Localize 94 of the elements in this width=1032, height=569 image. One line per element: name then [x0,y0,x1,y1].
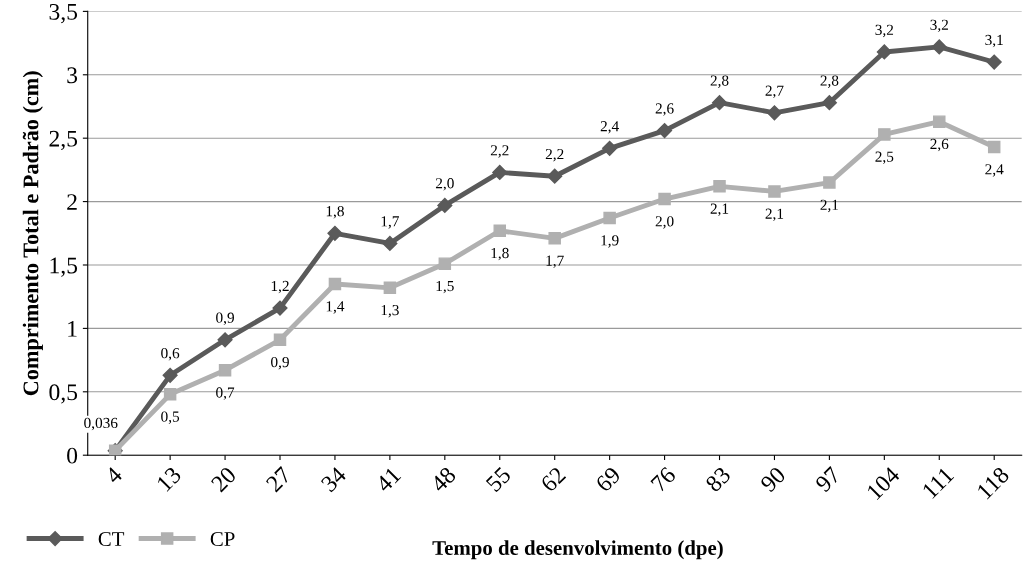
point [603,211,616,225]
x-tick-label: 111 [921,466,955,499]
data-label: 3,2 [930,19,948,33]
x-tick-label: 13 [156,466,182,492]
data-label: 2,0 [655,216,674,229]
y-tick-label: 0,5 [49,384,78,404]
data-label: 1,8 [326,205,344,219]
point [823,176,836,189]
x-tick-label: 76 [650,465,677,493]
y-axis-title: Comprimento Total e Padrão (cm) [22,71,43,396]
data-label: 1,3 [381,304,399,318]
x-tick-label: 90 [759,466,787,493]
data-label: 0,9 [271,356,289,370]
point [602,140,618,156]
data-label: 2,5 [875,151,894,164]
data-label: 1,2 [271,280,289,294]
y-tick-label: 2 [67,194,77,210]
data-label: 1,4 [326,301,345,314]
data-label: 2,8 [820,75,839,88]
x-tick-label: 69 [594,466,622,493]
point [657,123,673,139]
point [163,388,177,401]
point [272,300,288,316]
point [986,54,1002,70]
data-label: 2,7 [765,85,784,99]
point [768,185,781,198]
point [547,168,563,184]
data-label: 1,8 [491,247,509,261]
data-label: 2,4 [600,121,619,134]
y-tick-label: 3,5 [49,3,78,24]
x-tick-label: 97 [814,465,842,493]
point [713,180,726,193]
x-tick-label: 34 [320,465,348,493]
point [438,257,452,270]
point [658,192,671,206]
data-label: 1,9 [601,235,619,248]
data-label: 2,8 [710,75,729,88]
point [327,225,343,241]
point [162,367,178,383]
y-tick-label: 3 [67,67,78,84]
point [217,332,233,348]
point [382,235,398,252]
x-tick-label: 27 [265,465,292,493]
data-label: 2,6 [930,138,949,152]
point [766,105,783,121]
point [931,39,947,55]
y-tick-label: 2,5 [49,130,78,151]
x-tick-label: 20 [210,466,237,493]
x-tick-label: 118 [976,466,1010,500]
data-label: 2,4 [985,164,1004,177]
data-label: 1,7 [546,255,564,268]
data-label: 3,2 [875,24,894,38]
data-label: 2,1 [820,199,839,213]
point [218,363,232,377]
x-tick-label: 4 [104,465,124,485]
x-axis-title: Tempo de desenvolvimento (dpe) [432,540,723,560]
point [492,164,508,180]
point [328,277,342,291]
point [493,224,507,238]
data-label: 2,6 [655,103,674,116]
point [273,333,287,347]
point [383,281,397,295]
data-label: 2,2 [490,145,509,158]
data-label: 1,7 [381,216,399,229]
point [878,128,891,141]
x-tick-label: 41 [374,466,402,493]
point [987,140,1001,154]
legend-label: CT [98,532,125,547]
data-label: 2,2 [545,148,564,162]
point [548,232,561,245]
y-tick-label: 0 [67,447,78,464]
x-tick-label: 104 [866,465,901,501]
point [437,197,453,213]
legend-label: CP [210,532,235,547]
x-tick-label: 48 [429,466,457,494]
data-label: 3,1 [985,34,1003,48]
y-tick-label: 1,5 [50,257,78,277]
point [933,115,946,128]
data-label: 0,036 [84,417,118,431]
point [821,95,837,111]
x-tick-label: 83 [704,466,732,493]
x-tick-label: 62 [540,466,567,493]
data-label: 2,1 [765,208,784,222]
data-label: 0,9 [216,312,234,326]
y-tick-label: 1 [68,321,77,337]
data-label: 0,5 [161,411,180,424]
data-label: 1,5 [436,280,454,294]
data-label: 2,0 [435,178,454,191]
point [876,44,892,60]
data-label: 0,6 [161,348,180,361]
point [711,95,728,111]
data-label: 2,1 [710,203,729,216]
data-label: 0,7 [216,387,235,400]
x-tick-label: 55 [485,466,512,493]
